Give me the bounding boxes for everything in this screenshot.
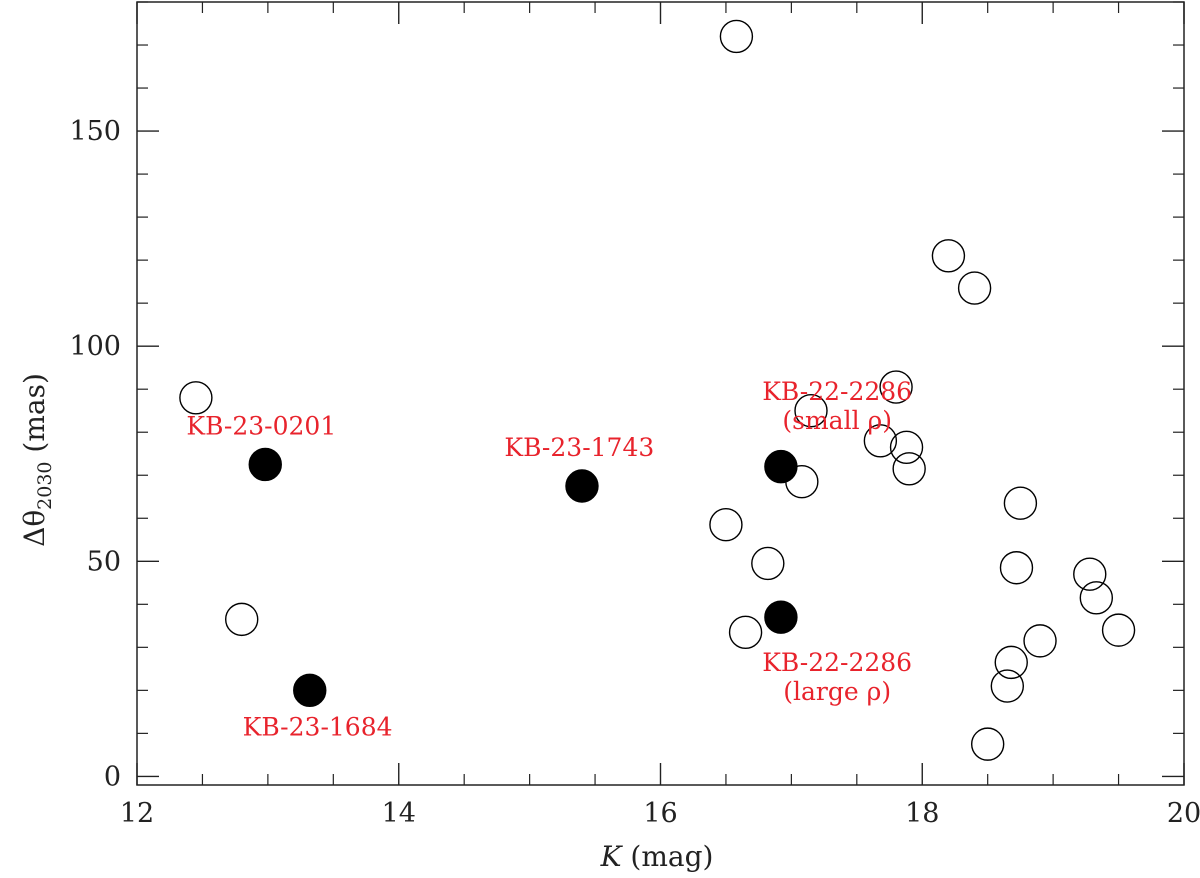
open-point [893,453,925,485]
data-points [180,20,1135,760]
x-tick-label: 14 [382,798,416,829]
open-point [1080,582,1112,614]
filled-point [765,451,797,483]
open-point [972,728,1004,760]
open-point [1024,625,1056,657]
x-tick-label: 20 [1167,798,1200,829]
filled-point [765,601,797,633]
open-point [710,509,742,541]
open-point [1103,614,1135,646]
y-tick-label: 150 [69,116,121,147]
open-point [1074,558,1106,590]
open-point [991,670,1023,702]
y-axis-label: Δθ2030 (mas) [18,373,56,547]
open-point [1000,552,1032,584]
x-tick-label: 18 [905,798,939,829]
open-point [752,547,784,579]
x-tick-label: 12 [120,798,154,829]
y-axis-label-subscript: 2030 [34,461,56,509]
x-tick-label: 16 [643,798,677,829]
open-point [995,646,1027,678]
filled-point [294,674,326,706]
filled-point [249,448,281,480]
annotation-label: KB-22-2286 (large ρ) [762,648,912,706]
y-axis-label-unit: (mas) [18,373,51,461]
open-point [1004,487,1036,519]
y-tick-label: 0 [104,761,121,792]
open-point [730,616,762,648]
y-tick-label: 100 [69,331,121,362]
annotation-label: KB-22-2286 (small ρ) [762,377,912,435]
open-point [180,382,212,414]
open-point [959,272,991,304]
filled-point [566,470,598,502]
y-axis-label-symbol: Δθ [18,510,51,547]
open-point [226,603,258,635]
tick-labels: 12 14 16 18 20 0 50 100 150 [69,116,1200,829]
open-point [720,20,752,52]
open-point [932,240,964,272]
y-tick-label: 50 [87,546,121,577]
annotation-label: KB-23-1743 [504,433,654,462]
annotation-label: KB-23-1684 [243,713,393,742]
annotation-label: KB-23-0201 [186,411,336,440]
x-axis-label: K (mag) [600,840,714,873]
